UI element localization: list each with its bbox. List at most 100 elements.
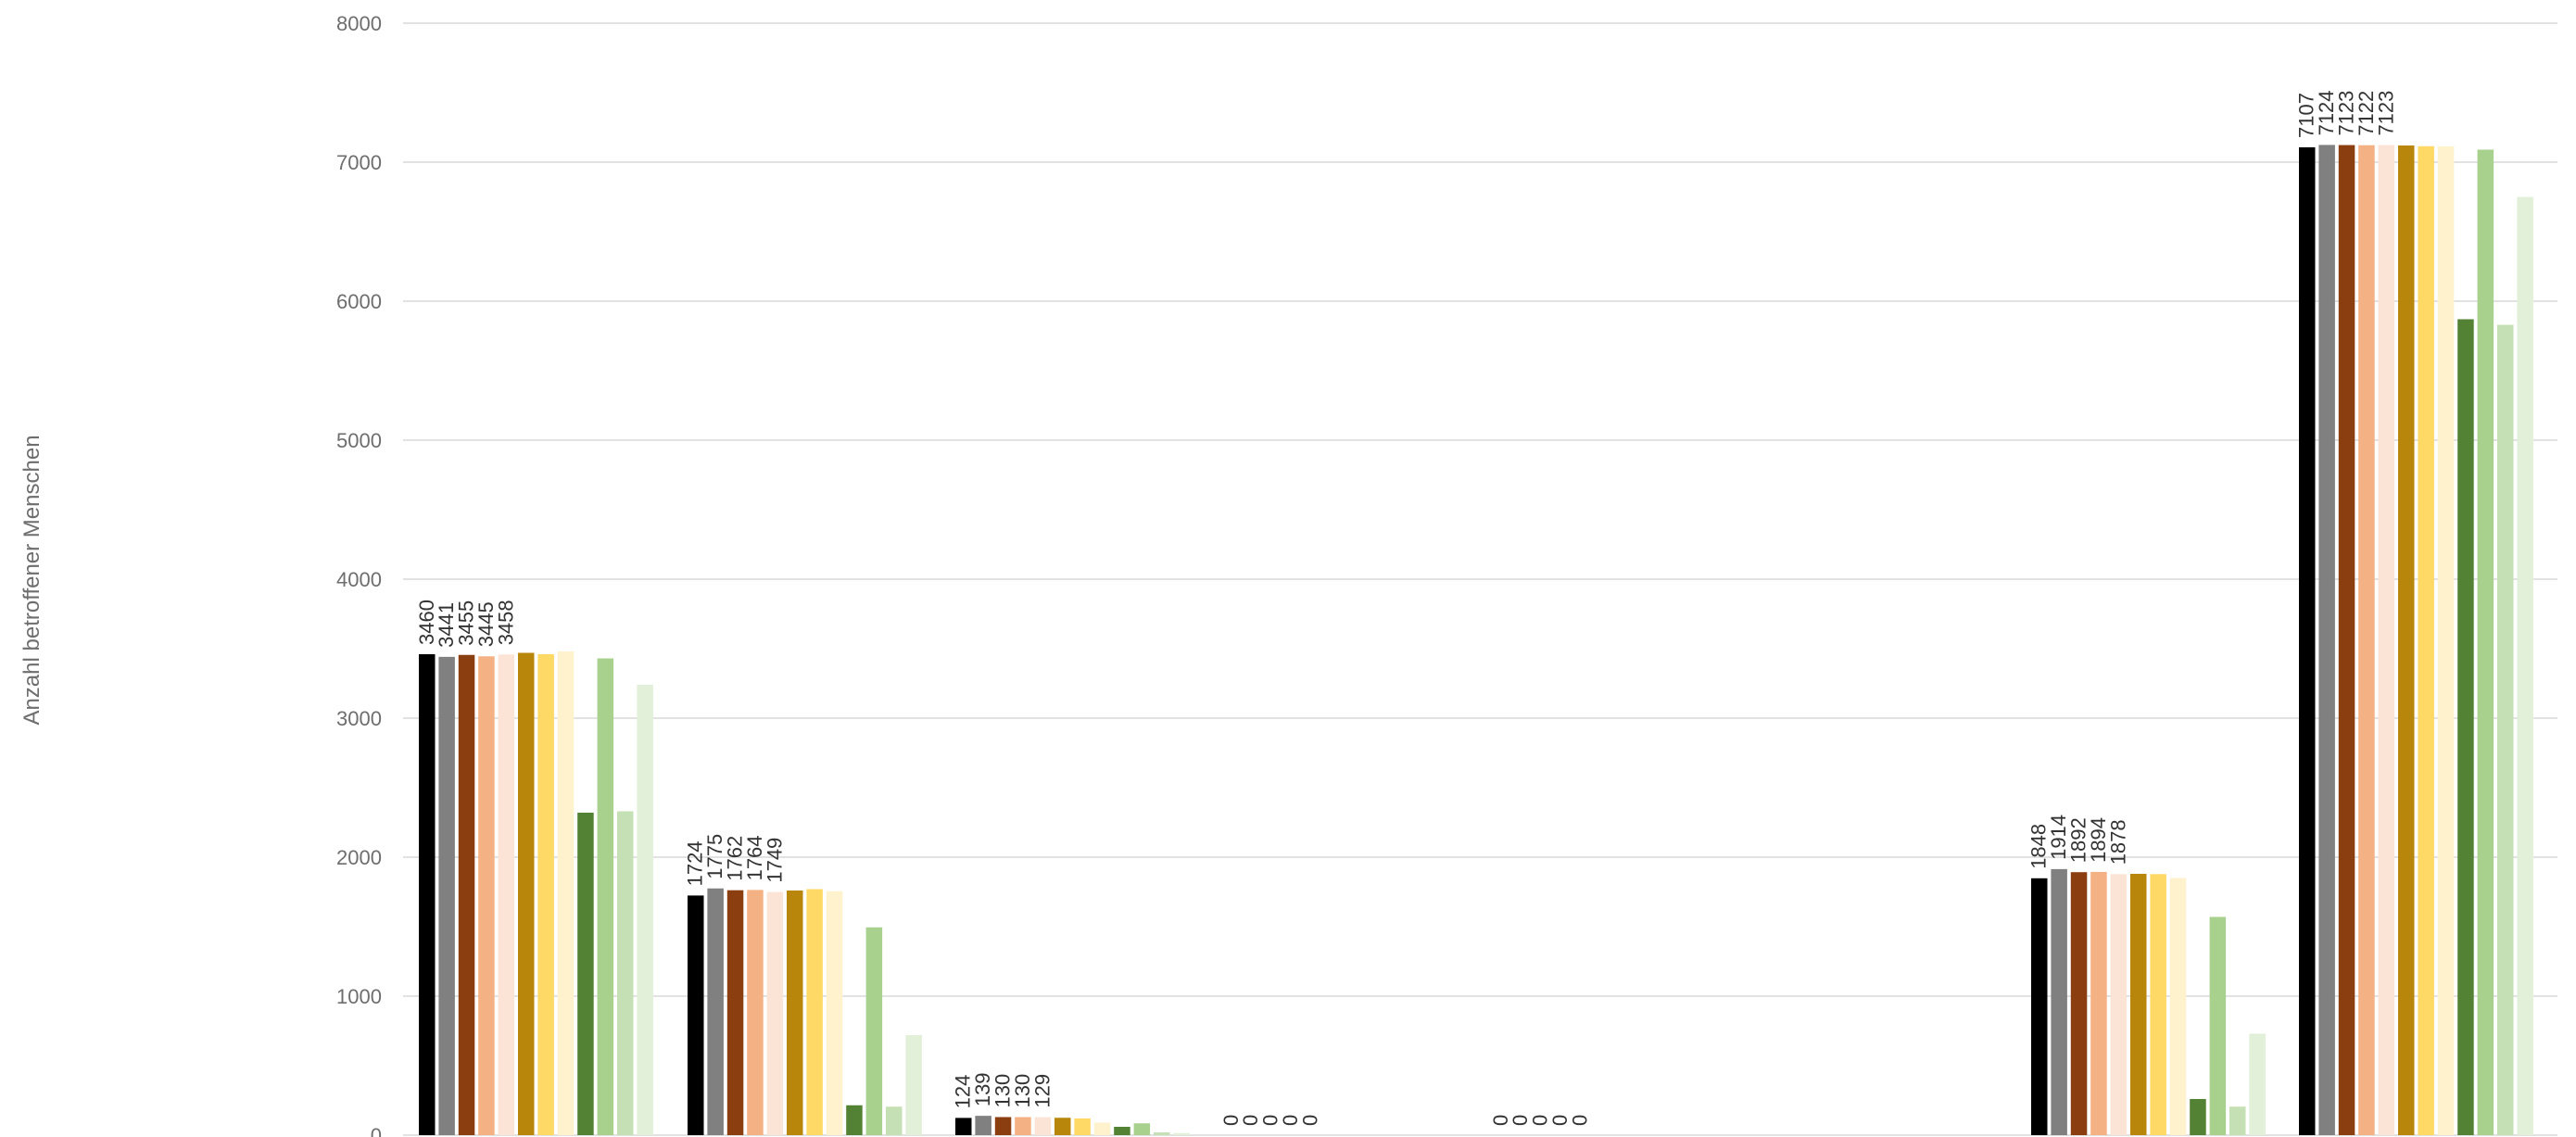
bar <box>2110 874 2128 1135</box>
y-tick-label: 6000 <box>336 290 382 313</box>
data-label: 0 <box>1489 1115 1512 1126</box>
bar <box>2229 1106 2246 1135</box>
bar <box>955 1118 972 1135</box>
bar <box>537 654 554 1135</box>
bar <box>557 651 575 1135</box>
data-label: 3455 <box>455 600 478 646</box>
data-label: 3441 <box>435 602 458 648</box>
bar <box>865 927 883 1135</box>
bar <box>2517 196 2533 1135</box>
bar <box>826 891 843 1135</box>
bar <box>2358 145 2375 1136</box>
bar <box>747 890 764 1135</box>
bar <box>2150 874 2166 1135</box>
bar <box>975 1116 991 1135</box>
bar <box>2051 868 2067 1135</box>
bar <box>2318 145 2335 1135</box>
bar <box>2338 145 2355 1135</box>
data-label: 0 <box>1219 1115 1243 1126</box>
bar <box>707 888 724 1135</box>
data-label: 3445 <box>474 601 498 647</box>
bar <box>2090 871 2107 1135</box>
data-label: 7124 <box>2315 90 2338 135</box>
data-label: 1762 <box>724 836 747 881</box>
bar <box>726 890 744 1135</box>
bar <box>1074 1118 1091 1135</box>
bar <box>2378 145 2395 1135</box>
bar <box>478 656 495 1135</box>
data-label: 3458 <box>494 600 517 645</box>
data-label: 139 <box>971 1072 994 1106</box>
data-label: 0 <box>1529 1115 1552 1126</box>
bar <box>637 685 653 1135</box>
bar <box>1154 1132 1170 1135</box>
bar <box>2209 916 2227 1135</box>
bar <box>886 1106 903 1135</box>
bar <box>2031 878 2048 1135</box>
bar <box>1133 1123 1151 1135</box>
data-label: 1724 <box>684 840 707 886</box>
data-label: 7123 <box>2374 91 2397 136</box>
data-label: 7122 <box>2355 91 2378 136</box>
bar <box>2497 324 2514 1135</box>
bar <box>2437 145 2455 1135</box>
data-label: 0 <box>1298 1115 1321 1126</box>
bar <box>688 895 704 1135</box>
bar <box>577 813 594 1135</box>
bar <box>2190 1099 2206 1135</box>
y-tick-label: 0 <box>371 1124 382 1137</box>
bar <box>994 1117 1012 1135</box>
bar <box>1093 1122 1111 1135</box>
bar <box>617 811 634 1135</box>
bar <box>1054 1118 1071 1135</box>
bars <box>419 145 2533 1136</box>
data-label: 1878 <box>2106 819 2129 865</box>
data-label: 1848 <box>2027 824 2051 869</box>
bar <box>846 1105 863 1135</box>
bar <box>806 889 823 1135</box>
data-label: 130 <box>991 1074 1015 1108</box>
data-label: 1892 <box>2067 817 2090 863</box>
bar <box>2130 874 2147 1135</box>
data-label: 1775 <box>703 834 726 879</box>
bar <box>1173 1132 1190 1135</box>
y-tick-label: 3000 <box>336 707 382 730</box>
bar <box>498 654 515 1135</box>
data-label: 3460 <box>415 600 438 645</box>
y-tick-label: 5000 <box>336 429 382 452</box>
data-label: 0 <box>1509 1115 1532 1126</box>
y-tick-label: 2000 <box>336 846 382 869</box>
bar <box>1114 1127 1130 1135</box>
bar <box>2169 878 2187 1135</box>
data-label: 7123 <box>2335 91 2358 136</box>
bar <box>766 891 784 1135</box>
y-axis-ticks: 0 1000 2000 3000 4000 5000 6000 7000 8000 <box>336 12 382 1137</box>
data-label: 1914 <box>2047 815 2070 860</box>
bar <box>458 654 475 1135</box>
bar <box>438 656 455 1135</box>
bar <box>2398 145 2415 1135</box>
bar <box>2457 319 2474 1135</box>
bar <box>2249 1033 2266 1135</box>
bar <box>2299 146 2316 1136</box>
y-tick-label: 7000 <box>336 151 382 174</box>
data-label: 0 <box>1259 1115 1282 1126</box>
bar <box>2070 872 2088 1135</box>
y-tick-label: 8000 <box>336 12 382 35</box>
y-axis-title: Anzahl betroffener Menschen <box>19 435 44 725</box>
data-label: 0 <box>1279 1115 1302 1126</box>
data-label: 130 <box>1011 1074 1034 1108</box>
data-label: 0 <box>1568 1115 1591 1126</box>
data-label: 1894 <box>2087 817 2110 863</box>
y-tick-label: 1000 <box>336 985 382 1008</box>
bar <box>787 891 803 1135</box>
data-label: 129 <box>1030 1074 1054 1108</box>
bar <box>2418 145 2434 1135</box>
bar <box>1015 1117 1031 1135</box>
bar <box>1034 1117 1052 1135</box>
bar <box>597 658 614 1135</box>
bar <box>518 652 535 1135</box>
data-label: 1764 <box>743 835 766 880</box>
